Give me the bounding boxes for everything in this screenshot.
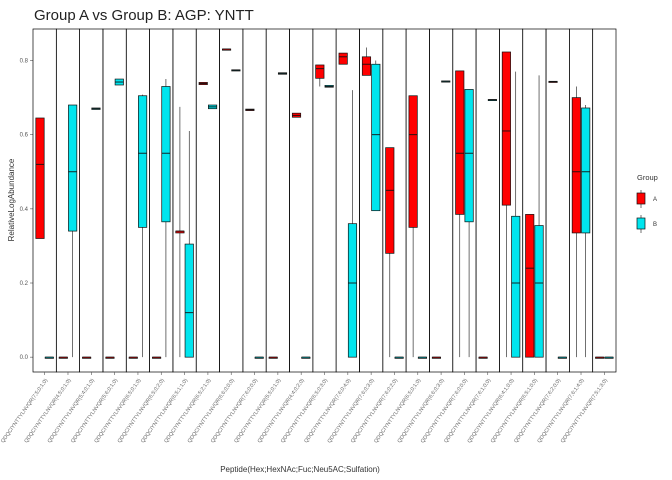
- box-A: [385, 147, 395, 254]
- box-B: [347, 223, 358, 358]
- y-tick-label: 0.6: [20, 133, 29, 139]
- facet-panel: [545, 28, 570, 373]
- y-tick-label: 0.4: [20, 207, 29, 213]
- box-A: [315, 64, 325, 79]
- facet-panel: [79, 28, 104, 373]
- box-A: [501, 51, 511, 206]
- legend-key-B: [636, 217, 646, 230]
- x-tick-label: QDQCIYNTTYLNVQR(6;6;0;0;0): [187, 378, 236, 445]
- x-tick-label: QDQCIYNTTYLNVQR(5;6;0;1;0): [70, 378, 119, 445]
- x-tick-label: QDQCIYNTTYLNVQR(5;5;0;1;0): [233, 378, 282, 445]
- x-tick-label: QDQCIYNTTYLNVQR(7;6;0;3;0): [327, 378, 376, 445]
- box-B: [138, 95, 148, 228]
- x-tick-label: QDQCIYNTTYLNVQR(7;6;1;4;0): [537, 378, 586, 445]
- legend: Group A B: [636, 173, 658, 233]
- box-A: [455, 70, 465, 215]
- x-tick-label: QDQCIYNTTYLNVQR(7;6;1;0;0): [443, 378, 492, 445]
- facet-panel: [312, 28, 337, 373]
- legend-label-A: A: [653, 197, 657, 203]
- x-tick-label: QDQCIYNTTYLNVQR(7;6;0;2;0): [350, 378, 399, 445]
- x-tick-label: QDQCIYNTTYLNVQR(6;5;1;1;0): [140, 378, 189, 445]
- x-tick-label: QDQCIYNTTYLNVQR(4;4;0;2;0): [257, 378, 306, 445]
- x-tick-label: QDQCIYNTTYLNVQR(5;4;0;1;0): [47, 378, 96, 445]
- legend-key-A: [636, 192, 646, 205]
- x-tick-label: QDQCIYNTTYLNVQR(6;5;0;1;0): [93, 378, 142, 445]
- x-tick-label: QDQCIYNTTYLNVQR(6;6;0;3;0): [397, 378, 446, 445]
- x-tick-label: QDQCIYNTTYLNVQR(7;5;0;1;0): [0, 378, 49, 445]
- facet-panel: [195, 28, 220, 373]
- x-tick-label: QDQCIYNTTYLNVQR(7;6;0;4;0): [303, 378, 352, 445]
- box-A: [525, 214, 535, 358]
- box-A: [408, 95, 418, 228]
- y-tick-label: 0.8: [20, 59, 29, 65]
- box-B: [68, 104, 78, 232]
- legend-title: Group: [637, 173, 658, 182]
- x-tick-label: QDQCIYNTTYLNVQR(6;5;0;1;0): [373, 378, 422, 445]
- box-B: [161, 86, 171, 223]
- x-tick-label: QDQCIYNTTYLNVQR(7;6;0;0;0): [210, 378, 259, 445]
- box-B: [464, 89, 474, 223]
- box-B: [534, 225, 544, 358]
- box-B: [581, 107, 591, 234]
- box-B: [184, 243, 194, 358]
- x-tick-label: QDQCIYNTTYLNVQR(7;6;2;0;0): [513, 378, 562, 445]
- facet-panel: [475, 28, 500, 373]
- y-axis-label: RelativeLogAbundance: [7, 158, 16, 241]
- facet-panel: [265, 28, 290, 373]
- x-tick-label: QDQCIYNTTYLNVQR(7;5;1;3;0): [560, 378, 609, 445]
- box-A: [35, 117, 45, 239]
- box-B: [371, 63, 381, 212]
- x-tick-label: QDQCIYNTTYLNVQR(6;4;1;0;0): [467, 378, 516, 445]
- y-tick-label: 0.0: [20, 355, 29, 361]
- box-A: [361, 56, 372, 76]
- chart-title: Group A vs Group B: AGP: YNTT: [34, 7, 254, 24]
- facet-panel: [219, 28, 244, 373]
- x-tick-label: QDQCIYNTTYLNVQR(7;6;0;0;0): [420, 378, 469, 445]
- legend-label-B: B: [653, 222, 657, 228]
- box-A: [571, 97, 581, 234]
- plot-area: 0.0 0.2 0.4 0.6 0.8 QDQCIYNTTYLNVQR(7;5;0;1;0…: [0, 28, 617, 445]
- x-tick-label: QDQCIYNTTYLNVQR(6;5;1;0;0): [490, 378, 539, 445]
- box-B: [511, 215, 521, 358]
- facet-panel: [242, 28, 267, 373]
- x-tick-label: QDQCIYNTTYLNVQR(6;5;2;1;0): [163, 378, 212, 445]
- x-tick-label: QDQCIYNTTYLNVQR(4;5;0;1;0): [23, 378, 72, 445]
- y-tick-label: 0.2: [20, 281, 29, 287]
- facet-panel: [592, 28, 617, 373]
- box-A: [338, 52, 348, 65]
- x-axis-label: Peptide(Hex;HexNAc;Fuc;Neu5AC;Sulfation): [220, 465, 380, 474]
- x-tick-label: QDQCIYNTTYLNVQR(6;5;0;2;0): [117, 378, 166, 445]
- facet-panel: [429, 28, 454, 373]
- facet-panel: [289, 28, 314, 373]
- x-tick-label: QDQCIYNTTYLNVQR(6;5;0;3;0): [280, 378, 329, 445]
